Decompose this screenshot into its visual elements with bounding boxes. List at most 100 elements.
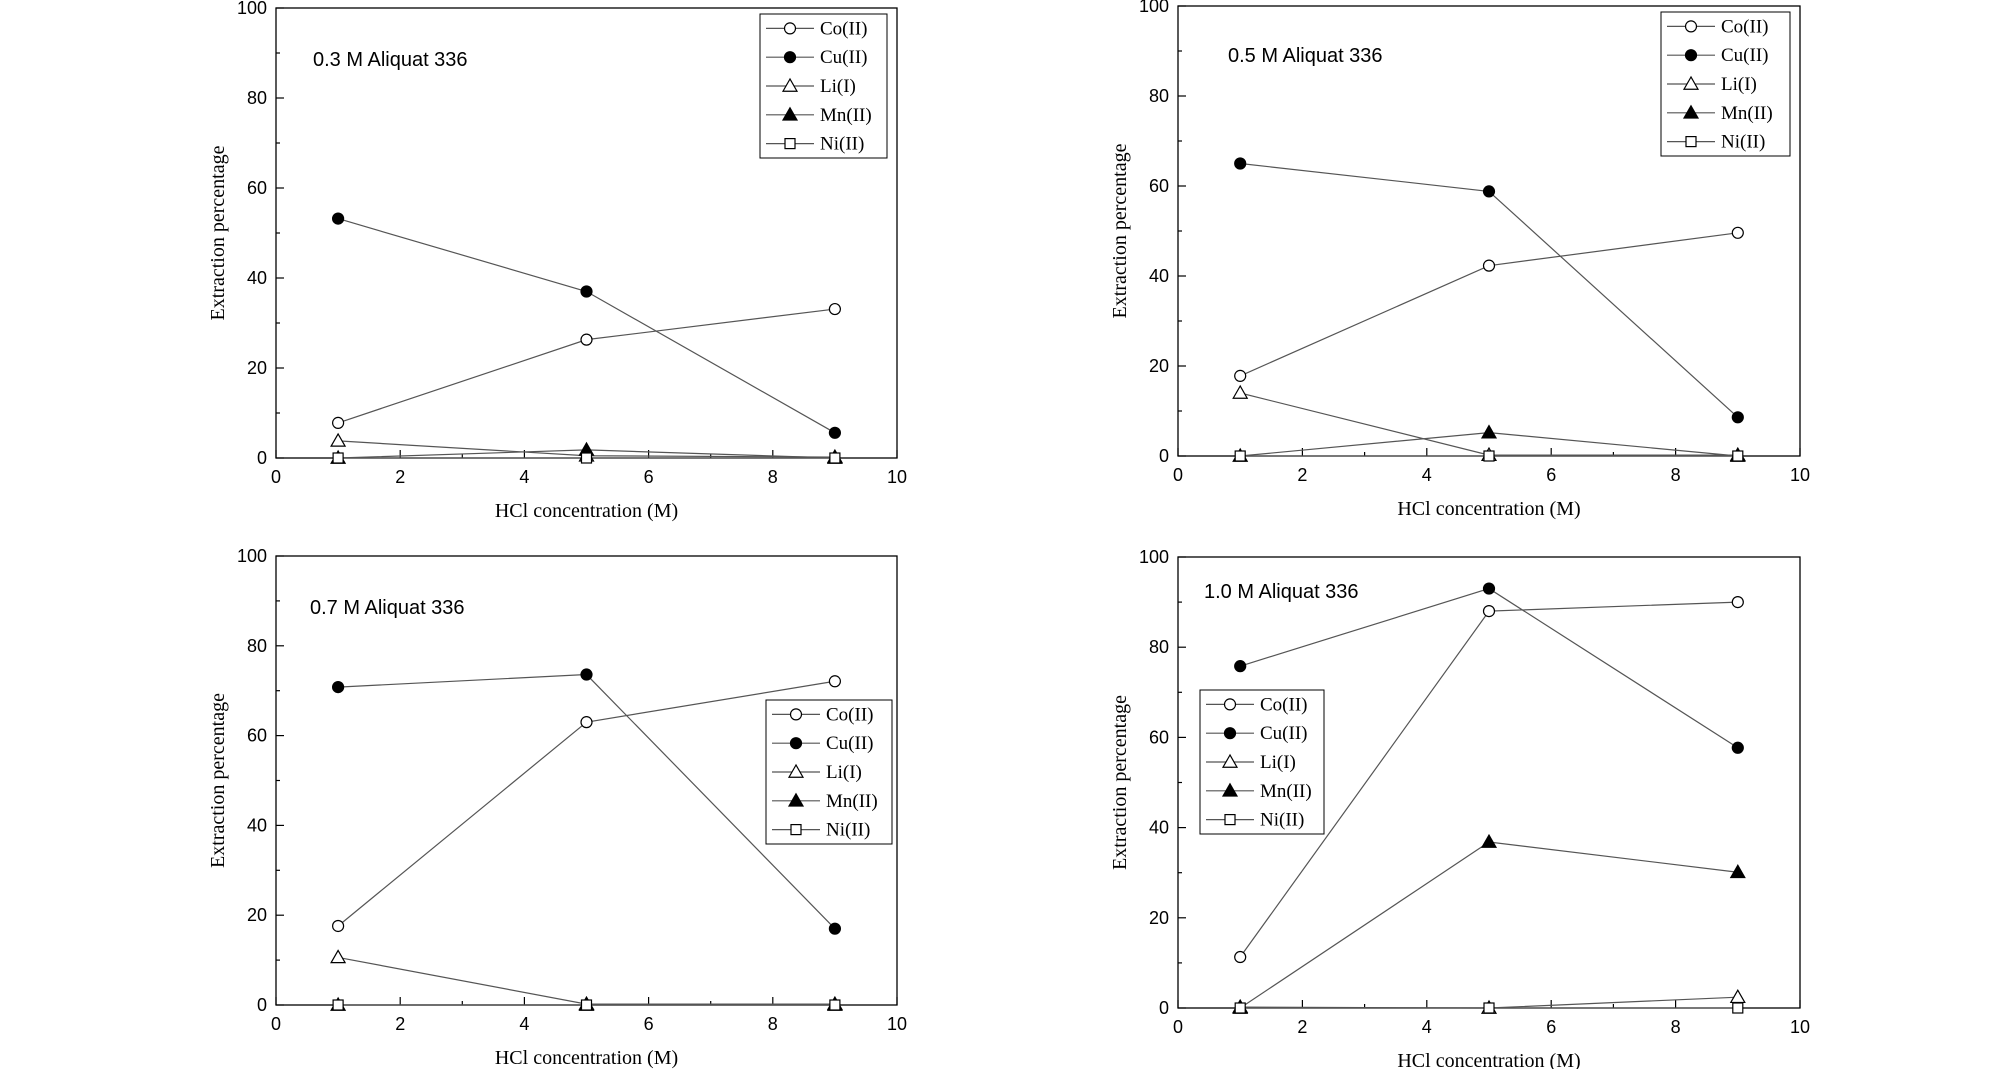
panel-annotation: 1.0 M Aliquat 336 <box>1204 581 1359 603</box>
y-tick-label: 40 <box>247 815 267 835</box>
x-tick-label: 8 <box>768 467 778 487</box>
y-tick-label: 100 <box>1139 547 1169 567</box>
x-tick-label: 4 <box>519 467 529 487</box>
panel-annotation: 0.5 M Aliquat 336 <box>1228 45 1383 67</box>
legend-marker-li-i <box>1682 75 1700 90</box>
data-point-cu-ii <box>828 426 842 439</box>
y-tick-label: 60 <box>247 178 267 198</box>
x-tick-label: 8 <box>1671 1017 1681 1037</box>
data-point-co-ii <box>828 675 842 688</box>
data-point-cu-ii <box>580 668 593 681</box>
y-tick-label: 100 <box>1139 0 1169 16</box>
legend-label-cu-ii: Cu(II) <box>826 733 873 754</box>
legend-marker-cu-ii <box>783 51 797 64</box>
y-tick-label: 20 <box>1149 356 1169 376</box>
legend-label-li-i: Li(I) <box>820 76 856 97</box>
y-tick-label: 60 <box>1149 727 1169 747</box>
legend-marker-mn-ii <box>1221 782 1239 797</box>
x-tick-label: 10 <box>1790 1017 1810 1037</box>
y-tick-label: 80 <box>1149 637 1169 657</box>
x-axis-title: HCl concentration (M) <box>1397 498 1580 520</box>
y-tick-label: 20 <box>247 358 267 378</box>
series-line-co-ii <box>1239 232 1738 377</box>
legend-label-ni-ii: Ni(II) <box>820 134 864 155</box>
y-tick-label: 0 <box>1159 446 1169 466</box>
y-tick-label: 60 <box>1149 176 1169 196</box>
legend-marker-cu-ii <box>1684 49 1698 62</box>
panel-annotation: 0.7 M Aliquat 336 <box>310 597 465 619</box>
legend-marker-li-i <box>1221 753 1239 768</box>
data-point-co-ii <box>1234 369 1247 382</box>
legend: Co(II) Cu(II) Li(I) Mn(II) Ni(II) <box>765 699 893 845</box>
data-point-li-i <box>330 432 347 447</box>
data-point-li-i <box>330 949 347 964</box>
y-tick-label: 60 <box>247 726 267 746</box>
y-axis-title: Extraction percentage <box>1109 695 1131 870</box>
x-tick-label: 8 <box>1671 465 1681 485</box>
series-line-co-ii <box>337 308 835 424</box>
data-point-co-ii <box>1234 950 1247 964</box>
data-point-ni-ii <box>1483 1002 1495 1014</box>
y-tick-label: 40 <box>1149 818 1169 838</box>
legend-marker-cu-ii <box>789 737 803 750</box>
data-point-cu-ii <box>828 922 842 935</box>
data-point-co-ii <box>1482 259 1496 272</box>
data-point-cu-ii <box>1234 660 1247 673</box>
y-tick-label: 100 <box>237 0 267 18</box>
x-tick-label: 2 <box>395 1014 405 1034</box>
y-tick-label: 0 <box>257 995 267 1015</box>
data-point-ni-ii <box>829 999 841 1011</box>
data-point-cu-ii <box>580 285 593 298</box>
legend: Co(II) Cu(II) Li(I) Mn(II) Ni(II) <box>1199 689 1325 835</box>
x-tick-label: 10 <box>1790 465 1810 485</box>
data-point-co-ii <box>332 919 345 933</box>
data-point-co-ii <box>828 302 842 316</box>
data-point-cu-ii <box>1482 582 1496 595</box>
legend: Co(II) Cu(II) Li(I) Mn(II) Ni(II) <box>1660 11 1791 157</box>
legend-marker-li-i <box>781 77 799 92</box>
data-point-co-ii <box>580 716 593 729</box>
y-tick-label: 20 <box>247 905 267 925</box>
x-tick-label: 0 <box>271 467 281 487</box>
legend-marker-mn-ii <box>787 792 805 807</box>
legend-label-co-ii: Co(II) <box>1721 16 1768 37</box>
legend-label-li-i: Li(I) <box>1721 74 1757 95</box>
legend-label-co-ii: Co(II) <box>826 704 873 725</box>
x-axis-title: HCl concentration (M) <box>1397 1050 1580 1069</box>
y-tick-label: 80 <box>1149 86 1169 106</box>
x-tick-label: 6 <box>1546 465 1556 485</box>
series-line-mn-ii <box>1239 841 1738 1009</box>
data-point-ni-ii <box>1732 450 1744 462</box>
x-tick-label: 4 <box>519 1014 529 1034</box>
x-axis-title: HCl concentration (M) <box>495 500 678 522</box>
legend-label-ni-ii: Ni(II) <box>1721 132 1765 153</box>
x-tick-label: 6 <box>644 467 654 487</box>
legend-marker-mn-ii <box>781 106 799 121</box>
legend-marker-ni-ii <box>784 138 796 150</box>
data-point-cu-ii <box>1234 157 1247 170</box>
y-tick-label: 40 <box>1149 266 1169 286</box>
x-tick-label: 2 <box>1297 465 1307 485</box>
x-tick-label: 6 <box>1546 1017 1556 1037</box>
data-point-cu-ii <box>332 681 345 694</box>
y-axis-title: Extraction percentage <box>207 693 229 868</box>
data-point-ni-ii <box>1234 450 1246 462</box>
y-tick-label: 0 <box>257 448 267 468</box>
data-point-ni-ii <box>332 999 344 1011</box>
y-tick-label: 80 <box>247 636 267 656</box>
y-tick-label: 40 <box>247 268 267 288</box>
data-point-co-ii <box>332 416 345 429</box>
data-point-ni-ii <box>1483 450 1495 462</box>
legend: Co(II) Cu(II) Li(I) Mn(II) Ni(II) <box>759 13 888 159</box>
legend-marker-co-ii <box>1223 698 1237 711</box>
series-line-cu-ii <box>337 218 836 434</box>
legend-marker-co-ii <box>789 708 803 721</box>
data-point-co-ii <box>580 333 593 346</box>
legend-label-cu-ii: Cu(II) <box>1260 723 1307 744</box>
data-point-ni-ii <box>580 452 593 464</box>
data-point-ni-ii <box>332 452 344 464</box>
data-point-co-ii <box>1731 595 1744 609</box>
